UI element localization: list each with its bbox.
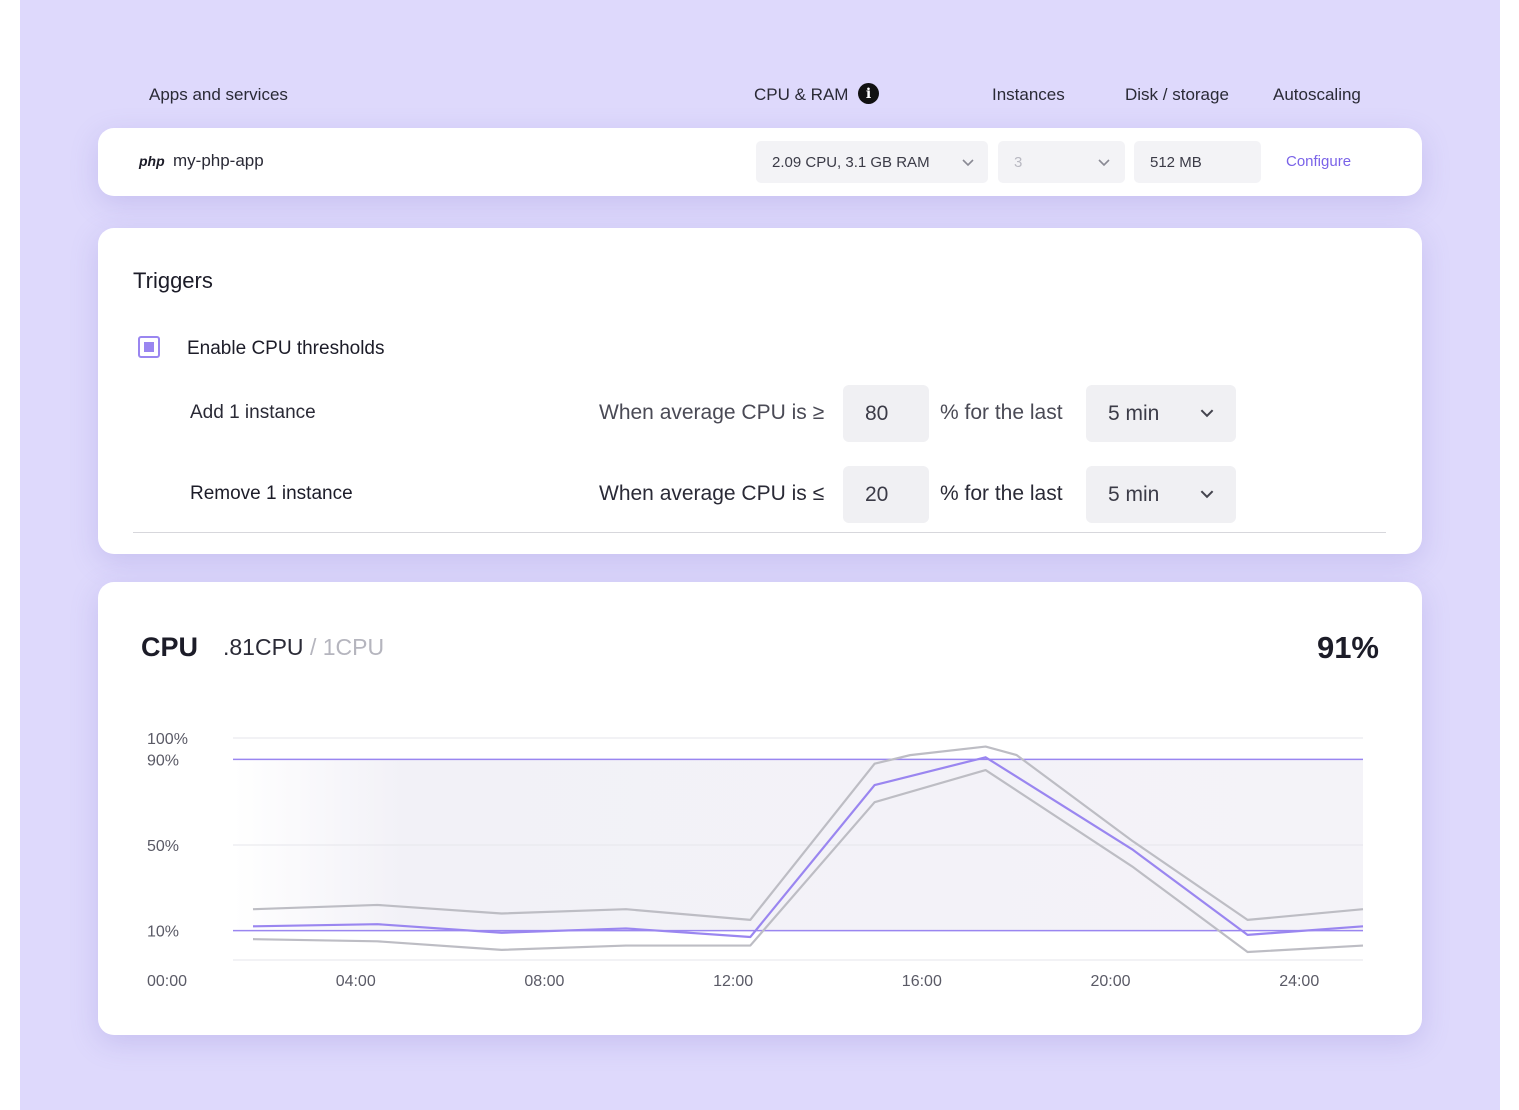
checkbox-check-icon [144, 342, 154, 352]
x-tick-label: 20:00 [1091, 973, 1131, 990]
rule-remove-condition: When average CPU is ≤ [599, 482, 825, 505]
x-tick-label: 00:00 [147, 973, 187, 990]
cpu-ram-value: 2.09 CPU, 3.1 GB RAM [772, 153, 930, 171]
header-apps: Apps and services [149, 85, 288, 104]
chevron-down-icon [1200, 409, 1214, 418]
rule-remove-threshold-input[interactable]: 20 [843, 466, 929, 523]
disk-value: 512 MB [1150, 153, 1202, 171]
cpu-total: 1CPU [322, 634, 385, 660]
header-instances: Instances [992, 85, 1065, 104]
x-tick-label: 12:00 [713, 973, 753, 990]
x-tick-label: 16:00 [902, 973, 942, 990]
rule-add-threshold-value: 80 [865, 401, 889, 425]
enable-cpu-checkbox[interactable] [138, 336, 160, 358]
series-line-actual [252, 756, 1364, 939]
rule-add-suffix: % for the last [940, 401, 1063, 424]
y-tick-label: 10% [147, 924, 179, 941]
cpu-usage: .81CPU / 1CPU [223, 634, 384, 661]
cpu-ram-select[interactable]: 2.09 CPU, 3.1 GB RAM [756, 141, 988, 183]
rule-add-duration-value: 5 min [1108, 401, 1160, 425]
header-disk: Disk / storage [1125, 85, 1229, 104]
rule-remove-duration-value: 5 min [1108, 482, 1160, 506]
rule-add-threshold-input[interactable]: 80 [843, 385, 929, 442]
rule-remove-action: Remove 1 instance [190, 483, 353, 504]
instances-value: 3 [1014, 153, 1023, 171]
php-logo-icon: php [139, 153, 165, 169]
y-tick-label: 100% [147, 731, 188, 748]
header-cpu-ram: CPU & RAM [754, 85, 849, 104]
chevron-down-icon [962, 159, 974, 167]
series-line-upper [252, 745, 1364, 921]
header-autoscaling: Autoscaling [1273, 85, 1361, 104]
rule-remove-threshold-value: 20 [865, 482, 889, 506]
rule-remove-suffix: % for the last [940, 482, 1063, 505]
cpu-title: CPU [141, 632, 199, 662]
app-row-card: php my-php-app 2.09 CPU, 3.1 GB RAM 3 51… [98, 128, 1422, 196]
rule-add-action: Add 1 instance [190, 402, 316, 423]
cpu-percent: 91% [1316, 630, 1379, 665]
triggers-card: Triggers Enable CPU thresholds Add 1 ins… [98, 228, 1422, 554]
enable-cpu-label: Enable CPU thresholds [187, 338, 385, 359]
y-tick-label: 50% [147, 838, 179, 855]
x-tick-label: 24:00 [1279, 973, 1319, 990]
rule-add-duration-select[interactable]: 5 min [1086, 385, 1236, 442]
cpu-chart: 100% 90% 50% 10% 00:00 04:00 08:00 12:00 16:00 20… [147, 731, 1364, 990]
triggers-title: Triggers [133, 268, 213, 293]
configure-link[interactable]: Configure [1286, 153, 1352, 170]
cpu-used: .81CPU [223, 634, 304, 660]
cpu-separator: / [309, 634, 317, 660]
disk-field[interactable]: 512 MB [1134, 141, 1261, 183]
series-line-lower [252, 768, 1364, 954]
instances-select[interactable]: 3 [998, 141, 1125, 183]
app-name: my-php-app [173, 151, 264, 170]
rule-add-condition: When average CPU is ≥ [599, 401, 825, 424]
y-tick-label: 90% [147, 752, 179, 769]
x-tick-label: 04:00 [336, 973, 376, 990]
info-icon[interactable]: i [858, 83, 879, 104]
chevron-down-icon [1200, 490, 1214, 499]
x-tick-label: 08:00 [524, 973, 564, 990]
triggers-divider [133, 532, 1386, 533]
rule-remove-duration-select[interactable]: 5 min [1086, 466, 1236, 523]
chevron-down-icon [1098, 159, 1110, 167]
